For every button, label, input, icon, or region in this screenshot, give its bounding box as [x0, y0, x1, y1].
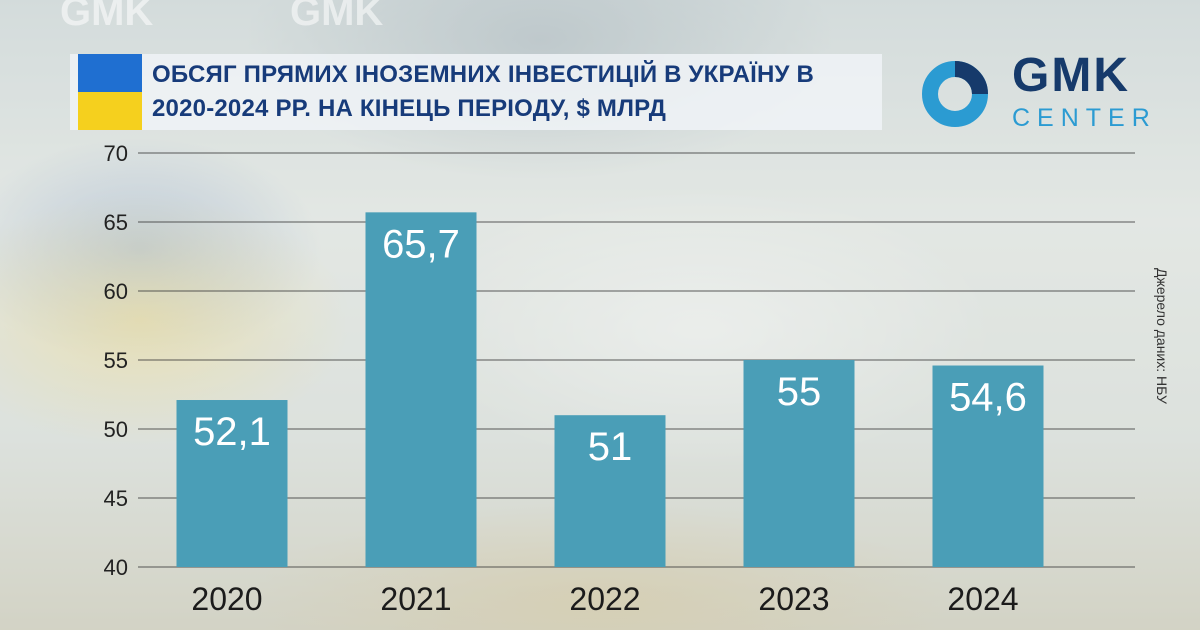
data-label: 55 [777, 370, 822, 414]
bars [176, 212, 1044, 567]
data-label: 52,1 [193, 410, 271, 454]
bar-2020 [176, 400, 288, 567]
logo-text: GMK [1012, 49, 1130, 102]
y-tick-label: 60 [104, 279, 128, 304]
y-tick-label: 55 [104, 348, 128, 373]
watermark: GMK [290, 0, 384, 34]
bar-2023 [743, 360, 855, 567]
x-tick-label: 2024 [947, 581, 1018, 617]
bar-2024 [932, 365, 1044, 567]
data-label: 54,6 [949, 376, 1027, 420]
x-tick-label: 2020 [191, 581, 262, 617]
y-axis-tick-labels: 40 45 50 55 60 65 70 [104, 141, 128, 580]
x-tick-label: 2021 [380, 581, 451, 617]
watermark: GMK [60, 0, 154, 34]
bar-2022 [554, 415, 666, 567]
y-tick-label: 40 [104, 555, 128, 580]
data-labels: 52,1 65,7 51 55 54,6 [193, 222, 1027, 469]
logo-subtext: CENTER [1012, 104, 1157, 132]
y-tick-label: 45 [104, 486, 128, 511]
x-tick-label: 2023 [758, 581, 829, 617]
y-tick-label: 70 [104, 141, 128, 166]
y-tick-label: 65 [104, 210, 128, 235]
y-tick-label: 50 [104, 417, 128, 442]
data-label: 51 [588, 425, 633, 469]
bar-2021 [365, 212, 477, 567]
x-axis-tick-labels: 2020 2021 2022 2023 2024 [191, 581, 1018, 617]
data-label: 65,7 [382, 222, 460, 266]
ukraine-flag-icon [78, 54, 142, 130]
chart-title: ОБСЯГ ПРЯМИХ ІНОЗЕМНИХ ІНВЕСТИЦІЙ В УКРА… [152, 61, 815, 122]
title-band [70, 54, 882, 130]
gmk-logo-icon [922, 61, 988, 127]
x-tick-label: 2022 [569, 581, 640, 617]
source-note: Джерело даних: НБУ [1154, 268, 1170, 404]
